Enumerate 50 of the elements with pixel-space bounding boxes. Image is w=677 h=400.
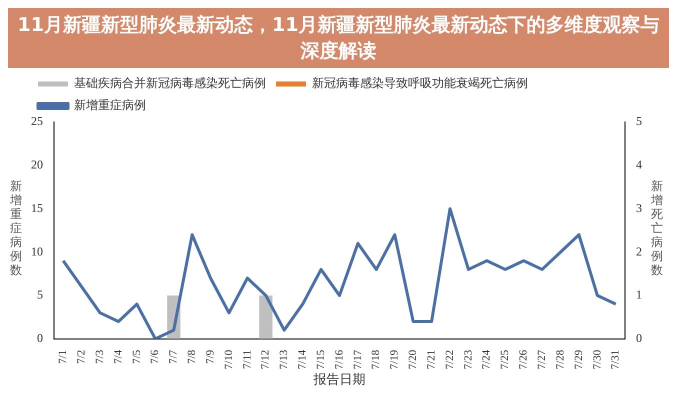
y2-axis-title: 新增死亡病例数 (650, 179, 664, 277)
x-tick-label: 7/26 (518, 349, 530, 370)
y-tick-label: 15 (31, 200, 43, 215)
x-tick-label: 7/4 (112, 349, 124, 364)
x-tick-label: 7/15 (314, 349, 327, 370)
y2-tick-label: 2 (636, 244, 642, 258)
x-tick-label: 7/3 (94, 349, 106, 364)
x-tick-label: 7/16 (333, 349, 346, 370)
x-tick-label: 7/20 (407, 349, 420, 370)
legend-label: 新冠病毒感染导致呼吸功能衰竭死亡病例 (312, 76, 528, 90)
x-tick-label: 7/29 (572, 349, 585, 370)
x-tick-label: 7/6 (149, 349, 162, 364)
y2-tick-label: 5 (636, 114, 642, 128)
x-tick-label: 7/25 (499, 349, 512, 370)
x-tick-label: 7/1 (57, 350, 70, 364)
x-tick-label: 7/5 (130, 349, 143, 364)
y-tick-label: 20 (31, 158, 43, 172)
legend-label: 新增重症病例 (74, 98, 146, 112)
x-tick-label: 7/23 (462, 349, 474, 370)
x-tick-label: 7/22 (444, 350, 456, 370)
x-tick-label: 7/9 (204, 349, 216, 364)
legend-label: 基础疾病合并新冠病毒感染死亡病例 (74, 76, 266, 90)
x-tick-label: 7/31 (610, 350, 622, 370)
y-tick-label: 25 (31, 114, 43, 128)
y-tick-label: 5 (37, 288, 43, 302)
x-tick-label: 7/7 (168, 349, 180, 364)
x-tick-label: 7/30 (591, 349, 604, 370)
x-tick-label: 7/10 (222, 349, 235, 370)
x-tick-label: 7/18 (370, 349, 382, 370)
x-tick-label: 7/17 (352, 349, 364, 370)
x-tick-label: 7/21 (425, 350, 438, 370)
y2-tick-label: 1 (636, 288, 642, 302)
chart-title: 11月新疆新型肺炎最新动态，11月新疆新型肺炎最新动态下的多维度观察与深度解读 (8, 8, 669, 68)
x-tick-label: 7/13 (278, 349, 290, 370)
x-tick-label: 7/14 (296, 349, 309, 370)
x-tick-label: 7/11 (241, 350, 254, 369)
y-tick-label: 10 (31, 244, 43, 258)
y-tick-label: 0 (37, 331, 43, 345)
x-tick-label: 7/24 (480, 349, 493, 370)
x-tick-label: 7/8 (186, 349, 198, 364)
y-axis-title: 新增重症病例数 (9, 179, 23, 277)
y2-tick-label: 0 (636, 331, 642, 345)
y2-tick-label: 4 (636, 158, 642, 172)
x-tick-label: 7/27 (536, 349, 548, 370)
x-tick-label: 7/2 (76, 350, 88, 364)
x-tick-label: 7/12 (260, 350, 272, 370)
x-tick-label: 7/19 (388, 349, 401, 370)
x-axis-title: 报告日期 (312, 372, 366, 387)
y2-tick-label: 3 (636, 200, 642, 215)
x-tick-label: 7/28 (554, 349, 566, 370)
